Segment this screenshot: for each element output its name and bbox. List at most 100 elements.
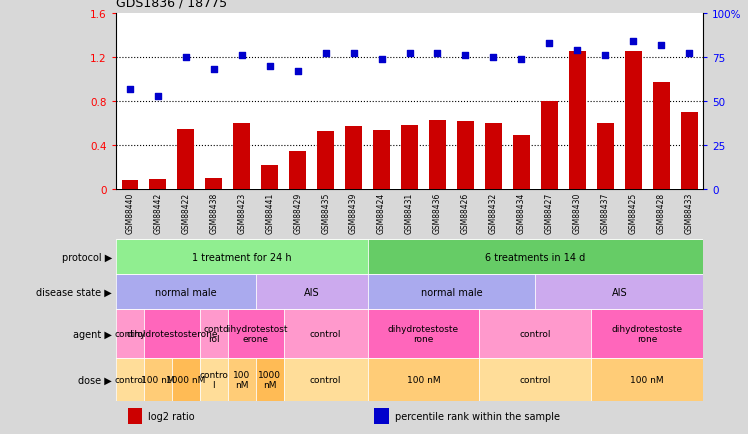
Text: dihydrotestoste
rone: dihydrotestoste rone — [612, 325, 683, 343]
Bar — [367, 274, 536, 310]
Text: GSM88441: GSM88441 — [266, 192, 275, 233]
Text: disease state ▶: disease state ▶ — [37, 287, 112, 297]
Point — [432, 51, 444, 58]
Bar — [625, 53, 642, 190]
Bar — [116, 240, 367, 275]
Point — [319, 51, 331, 58]
Text: control: control — [310, 329, 341, 339]
Bar — [485, 124, 502, 190]
Bar — [144, 309, 200, 359]
Text: 1000
nM: 1000 nM — [258, 371, 281, 389]
Point — [124, 86, 136, 93]
Text: normal male: normal male — [420, 287, 482, 297]
Text: GSM88431: GSM88431 — [405, 192, 414, 233]
Bar — [233, 124, 250, 190]
Bar — [591, 358, 703, 401]
Text: GSM88426: GSM88426 — [461, 192, 470, 233]
Bar — [479, 358, 591, 401]
Text: dose ▶: dose ▶ — [79, 375, 112, 385]
Bar — [569, 53, 586, 190]
Point — [292, 69, 304, 76]
Text: GSM88440: GSM88440 — [126, 192, 135, 233]
Bar — [289, 151, 306, 190]
Bar — [373, 130, 390, 190]
Text: GSM88437: GSM88437 — [601, 192, 610, 233]
Bar — [200, 309, 228, 359]
Text: control: control — [520, 329, 551, 339]
Text: AIS: AIS — [611, 287, 627, 297]
Point — [655, 42, 667, 49]
Text: control: control — [310, 375, 341, 384]
Bar — [228, 309, 283, 359]
Bar — [228, 358, 256, 401]
Point — [348, 51, 360, 58]
Text: GSM88442: GSM88442 — [153, 192, 162, 233]
Bar — [597, 124, 613, 190]
Text: protocol ▶: protocol ▶ — [62, 253, 112, 262]
Bar — [479, 309, 591, 359]
Bar — [256, 358, 283, 401]
Point — [152, 93, 164, 100]
Bar — [121, 181, 138, 190]
Bar — [261, 165, 278, 190]
Bar — [429, 121, 446, 190]
Bar — [206, 179, 222, 190]
Bar — [128, 408, 142, 424]
Text: GSM88435: GSM88435 — [321, 192, 330, 233]
Text: percentile rank within the sample: percentile rank within the sample — [395, 411, 560, 421]
Point — [571, 47, 583, 54]
Bar — [653, 83, 669, 190]
Text: GSM88432: GSM88432 — [489, 192, 498, 233]
Text: GDS1836 / 18775: GDS1836 / 18775 — [116, 0, 227, 10]
Bar — [256, 274, 367, 310]
Text: agent ▶: agent ▶ — [73, 329, 112, 339]
Text: dihydrotestosterone: dihydrotestosterone — [126, 329, 218, 339]
Bar — [116, 358, 144, 401]
Bar — [346, 127, 362, 190]
Point — [488, 54, 500, 61]
Text: 1 treatment for 24 h: 1 treatment for 24 h — [192, 253, 292, 262]
Text: GSM88424: GSM88424 — [377, 192, 386, 233]
Text: GSM88439: GSM88439 — [349, 192, 358, 233]
Bar — [150, 180, 166, 190]
Bar — [513, 136, 530, 190]
Bar — [367, 309, 479, 359]
Bar — [681, 113, 698, 190]
Point — [628, 39, 640, 46]
Text: GSM88427: GSM88427 — [545, 192, 554, 233]
Bar — [200, 358, 228, 401]
Text: cont
rol: cont rol — [204, 325, 224, 343]
Point — [236, 53, 248, 59]
Bar — [374, 408, 389, 424]
Text: GSM88430: GSM88430 — [573, 192, 582, 233]
Text: 6 treatments in 14 d: 6 treatments in 14 d — [485, 253, 586, 262]
Text: 100 nM: 100 nM — [141, 375, 175, 384]
Bar — [591, 309, 703, 359]
Text: GSM88436: GSM88436 — [433, 192, 442, 233]
Bar — [172, 358, 200, 401]
Text: control: control — [520, 375, 551, 384]
Text: dihydrotestost
erone: dihydrotestost erone — [223, 325, 289, 343]
Point — [683, 51, 695, 58]
Bar — [144, 358, 172, 401]
Point — [459, 53, 471, 59]
Bar — [283, 309, 367, 359]
Bar — [116, 309, 144, 359]
Point — [404, 51, 416, 58]
Text: 100
nM: 100 nM — [233, 371, 251, 389]
Bar — [177, 129, 194, 190]
Text: GSM88438: GSM88438 — [209, 192, 218, 233]
Text: dihydrotestoste
rone: dihydrotestoste rone — [388, 325, 459, 343]
Text: 100 nM: 100 nM — [631, 375, 664, 384]
Text: control: control — [114, 329, 146, 339]
Text: GSM88428: GSM88428 — [657, 192, 666, 233]
Text: GSM88423: GSM88423 — [237, 192, 246, 233]
Bar — [536, 274, 703, 310]
Bar — [317, 132, 334, 190]
Text: GSM88433: GSM88433 — [684, 192, 693, 233]
Bar — [401, 126, 418, 190]
Text: GSM88425: GSM88425 — [629, 192, 638, 233]
Bar — [367, 358, 479, 401]
Text: log2 ratio: log2 ratio — [148, 411, 195, 421]
Text: control: control — [114, 375, 146, 384]
